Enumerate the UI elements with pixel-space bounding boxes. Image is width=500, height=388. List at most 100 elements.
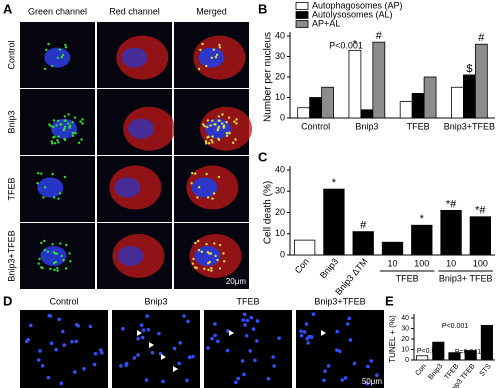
puncta	[233, 120, 236, 123]
puncta	[50, 140, 54, 143]
puncta	[222, 126, 225, 129]
nucleus	[242, 372, 246, 377]
puncta	[215, 53, 219, 57]
arrowhead	[137, 330, 142, 336]
puncta	[43, 239, 46, 243]
puncta	[64, 243, 68, 247]
significance-marker: *	[353, 38, 358, 50]
puncta	[43, 248, 47, 252]
puncta	[209, 124, 212, 127]
puncta	[68, 260, 72, 263]
y-tick-label: 40	[275, 164, 285, 174]
puncta	[235, 118, 238, 121]
bar	[360, 109, 374, 119]
panel-label: E	[385, 293, 394, 308]
nucleus	[309, 335, 314, 339]
puncta	[222, 260, 226, 263]
puncta	[36, 182, 39, 185]
bar	[399, 101, 413, 119]
puncta	[205, 172, 208, 176]
puncta	[203, 124, 206, 128]
puncta	[197, 67, 201, 71]
nucleus	[144, 378, 149, 383]
arrowhead	[321, 330, 326, 336]
puncta	[212, 192, 216, 195]
nucleus	[272, 364, 276, 368]
nucleus	[36, 358, 41, 362]
puncta	[56, 139, 59, 142]
puncta	[235, 122, 238, 125]
nucleus	[322, 378, 326, 383]
bar	[462, 74, 476, 119]
panel-label: B	[258, 1, 267, 16]
significance-marker: *#	[446, 198, 457, 210]
nucleus	[93, 351, 98, 356]
puncta	[204, 140, 208, 143]
nucleus	[335, 348, 339, 352]
y-tick-label: 30	[275, 186, 285, 196]
y-tick-label: 20	[275, 71, 285, 81]
significance-marker: *	[420, 213, 425, 225]
puncta	[195, 266, 198, 270]
scale-bar: 50μm	[362, 377, 383, 386]
legend-swatch	[295, 11, 309, 19]
nucleus	[128, 118, 155, 139]
nucleus	[98, 348, 103, 352]
nucleus	[210, 336, 214, 341]
nucleus	[172, 346, 177, 351]
micrograph	[112, 310, 200, 388]
puncta	[221, 113, 224, 116]
puncta	[68, 126, 71, 129]
puncta	[216, 258, 219, 262]
micrograph	[20, 310, 108, 388]
nucleus	[244, 333, 249, 338]
puncta	[64, 46, 68, 49]
bar	[348, 49, 362, 119]
nucleus	[132, 356, 137, 360]
nucleus	[121, 326, 125, 331]
puncta	[191, 171, 194, 175]
puncta	[214, 56, 218, 59]
puncta	[42, 196, 45, 199]
nucleus	[348, 338, 353, 342]
column-header: Bnip3+TFEB	[314, 296, 365, 306]
puncta	[63, 138, 67, 142]
nucleus	[347, 316, 352, 321]
micrograph	[296, 310, 384, 388]
puncta	[57, 119, 60, 122]
puncta	[57, 197, 60, 200]
nucleus	[187, 355, 192, 360]
bar	[297, 107, 311, 119]
puncta	[64, 119, 67, 122]
puncta	[194, 241, 197, 245]
puncta	[221, 122, 224, 125]
y-tick-label: 0	[280, 112, 285, 122]
x-tick-label: Bnip3	[427, 363, 444, 381]
nucleus	[60, 329, 65, 334]
puncta	[37, 171, 40, 175]
nucleus	[74, 339, 78, 344]
bar	[372, 41, 386, 119]
bar	[323, 188, 345, 256]
puncta	[52, 196, 56, 199]
puncta	[46, 250, 50, 253]
puncta	[81, 122, 84, 125]
bar	[416, 355, 429, 361]
bar	[423, 76, 437, 119]
nucleus	[240, 359, 245, 363]
puncta	[218, 43, 221, 47]
nucleus	[49, 341, 54, 345]
nucleus	[255, 339, 259, 343]
arrowhead	[229, 330, 234, 336]
nucleus	[185, 378, 189, 383]
puncta	[210, 139, 213, 142]
puncta	[51, 243, 54, 246]
axis	[289, 166, 495, 256]
column-header: TFEB	[236, 296, 259, 306]
nucleus	[340, 378, 345, 382]
nucleus	[299, 329, 303, 333]
puncta	[205, 243, 208, 246]
x-tick-label: TFEB	[407, 121, 430, 131]
nucleus	[136, 336, 140, 341]
nucleus	[70, 339, 74, 344]
